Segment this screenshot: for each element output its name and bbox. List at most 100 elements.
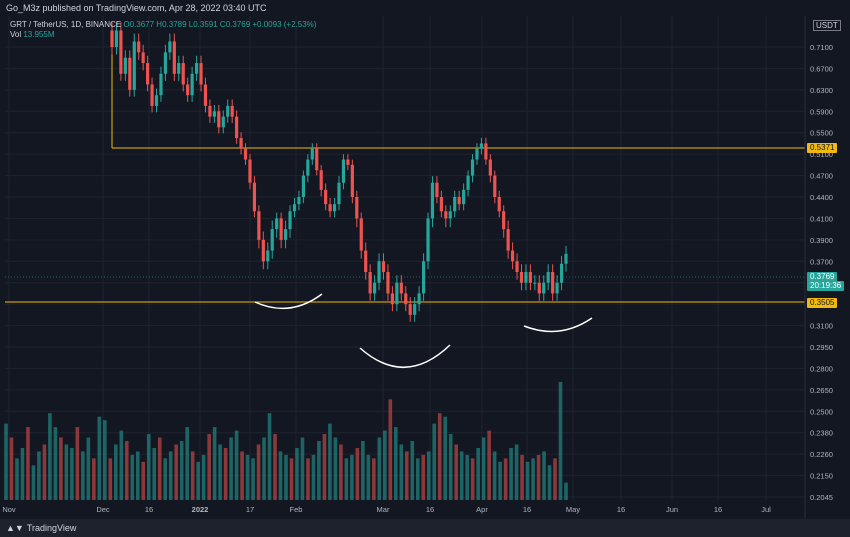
- volume-bar: [525, 461, 530, 500]
- candle-body: [564, 253, 568, 264]
- volume-bar: [311, 454, 316, 500]
- candle-body: [373, 282, 377, 294]
- price-tick-label: 0.2045: [810, 493, 833, 502]
- volume-bar: [48, 413, 52, 500]
- price-axis[interactable]: 0.7100 0.6700 0.6300 0.5900 0.5500 0.5100 0.47…: [804, 16, 833, 519]
- candle-body: [328, 204, 332, 212]
- volume-bar: [542, 451, 546, 500]
- candle-body: [470, 159, 475, 176]
- price-tick-label: 0.4700: [810, 172, 833, 181]
- volume-bar: [278, 451, 283, 500]
- volume-bar: [284, 454, 288, 500]
- candle-body: [217, 111, 221, 128]
- volume-bar: [437, 413, 442, 500]
- currency-button[interactable]: USDT: [813, 20, 841, 31]
- volume-bar: [289, 458, 294, 500]
- volume-bar: [163, 458, 168, 500]
- price-tick-label: 0.2800: [810, 364, 833, 373]
- candle-body: [462, 189, 466, 205]
- price-tick-label: 0.3700: [810, 257, 833, 266]
- time-tick-label: Jun: [666, 505, 678, 514]
- volume-bar: [344, 458, 349, 500]
- volume-bar: [432, 423, 437, 500]
- footer-bar: ▲▼ TradingView: [0, 519, 850, 537]
- volume-legend[interactable]: Vol 13.955M: [10, 30, 55, 39]
- volume-bar: [448, 434, 453, 500]
- ohlc-values: O0.3677 H0.3789 L0.3591 C0.3769 +0.0093 …: [123, 20, 317, 29]
- volume-bar: [212, 427, 217, 500]
- candle-body: [292, 204, 297, 212]
- price-tick-label: 0.3100: [810, 322, 833, 331]
- candle-body: [341, 159, 346, 183]
- volume-bar: [234, 430, 239, 500]
- volume-value: 13.955M: [23, 30, 55, 39]
- candle-body: [426, 218, 430, 262]
- volume-bar: [355, 447, 360, 500]
- volume-bar: [146, 434, 151, 500]
- candle-body: [448, 211, 452, 219]
- volume-bar: [558, 382, 563, 500]
- volume-bar: [498, 461, 502, 500]
- candle-body: [390, 293, 395, 305]
- candle-body: [221, 116, 225, 128]
- time-tick-label: 2022: [192, 505, 209, 514]
- symbol-legend[interactable]: GRT / TetherUS, 1D, BINANCE O0.3677 H0.3…: [10, 20, 316, 29]
- tradingview-logo-icon: ▲▼: [6, 523, 24, 533]
- candle-body: [559, 263, 564, 283]
- price-tick-label: 0.2150: [810, 472, 833, 481]
- candle-body: [132, 41, 136, 90]
- volume-bar: [59, 437, 63, 500]
- candle-body: [123, 57, 127, 74]
- publisher-line: Go_M3z published on TradingView.com, Apr…: [6, 3, 267, 13]
- volume-bar: [92, 458, 96, 500]
- candle-body: [488, 159, 492, 176]
- candle-body: [421, 261, 426, 294]
- volume-bar: [361, 441, 365, 500]
- volume-bar: [26, 427, 30, 500]
- volume-bar: [108, 458, 113, 500]
- candle-body: [386, 272, 390, 294]
- candle-body: [377, 261, 381, 283]
- volume-bar: [454, 444, 458, 500]
- candle-body: [493, 175, 497, 197]
- price-tick-label: 0.4100: [810, 214, 833, 223]
- volume-bar: [443, 416, 448, 500]
- candle-body: [364, 250, 368, 272]
- candle-body: [359, 218, 363, 251]
- volume-bar: [168, 451, 173, 500]
- volume-bar: [179, 441, 184, 500]
- candle-body: [203, 84, 208, 106]
- candle-body: [186, 84, 190, 96]
- volume-bar: [492, 451, 497, 500]
- time-tick-label: 16: [523, 505, 531, 514]
- volume-bar: [240, 451, 244, 500]
- price-tick-label: 0.2500: [810, 407, 833, 416]
- price-tick-label: 0.5100: [810, 150, 833, 159]
- candle-body: [315, 148, 319, 171]
- volume-bar: [487, 430, 491, 500]
- time-axis[interactable]: Nov Dec 16 2022 17 Feb Mar 16 Apr 16 May 16 Jun 16 Jul: [2, 505, 771, 514]
- tradingview-brand[interactable]: ▲▼ TradingView: [6, 523, 76, 533]
- symbol-label: GRT / TetherUS, 1D, BINANCE: [10, 20, 122, 29]
- candle-body: [475, 148, 479, 160]
- candle-body: [257, 211, 261, 240]
- volume-bar: [103, 420, 107, 500]
- candle-body: [168, 41, 172, 53]
- candle-body: [137, 41, 141, 53]
- volume-bar: [509, 447, 513, 500]
- volume-bar: [53, 427, 58, 500]
- time-tick-label: 16: [617, 505, 625, 514]
- volume-bar: [218, 444, 222, 500]
- candle-body: [248, 159, 252, 183]
- candle-body: [457, 197, 461, 205]
- candlesticks: [110, 22, 568, 322]
- candle-body: [243, 148, 248, 160]
- volume-bar: [152, 447, 157, 500]
- chart-grid: [5, 16, 805, 500]
- candle-body: [141, 52, 145, 64]
- volume-bar: [37, 451, 41, 500]
- price-tick-label: 0.2260: [810, 450, 833, 459]
- head-curve: [359, 344, 451, 368]
- volume-bar: [9, 437, 14, 500]
